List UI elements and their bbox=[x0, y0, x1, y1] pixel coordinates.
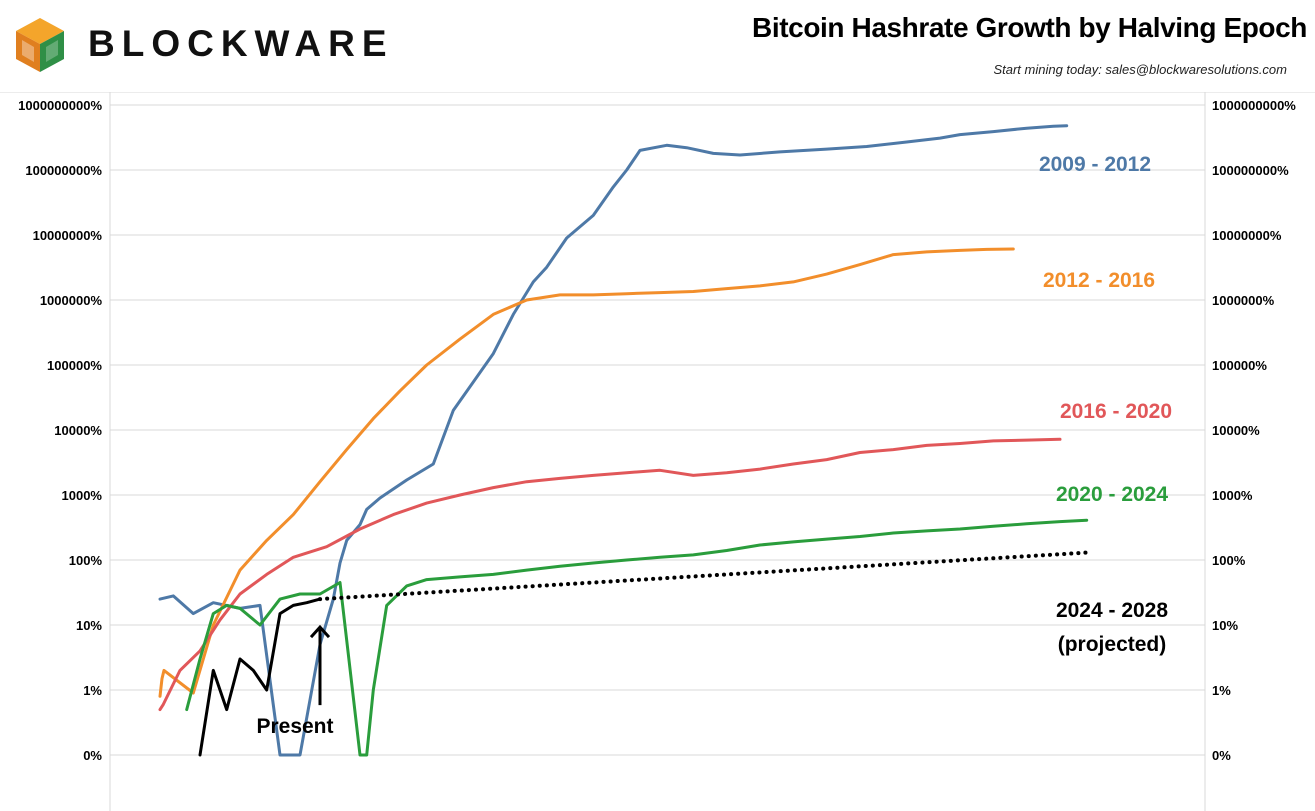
series-label: 2024 - 2028 bbox=[1056, 599, 1168, 622]
series-label: 2016 - 2020 bbox=[1060, 400, 1172, 423]
left-tick-label: 1% bbox=[83, 683, 102, 698]
chart-title: Bitcoin Hashrate Growth by Halving Epoch bbox=[752, 12, 1307, 43]
annotations: Present bbox=[256, 624, 334, 738]
series-line-2020-2024 bbox=[185, 518, 1089, 757]
series-label: 2012 - 2016 bbox=[1043, 269, 1155, 292]
right-tick-label: 100000000% bbox=[1212, 163, 1289, 178]
left-tick-label: 10% bbox=[76, 618, 102, 633]
right-tick-label: 1000% bbox=[1212, 488, 1253, 503]
right-tick-label: 1% bbox=[1212, 683, 1231, 698]
left-tick-label: 100% bbox=[69, 553, 103, 568]
right-tick-label: 1000000% bbox=[1212, 293, 1275, 308]
left-tick-label: 100000000% bbox=[25, 163, 102, 178]
series-line-2024-2028 bbox=[198, 597, 322, 757]
chart-subtitle: Start mining today: sales@blockwaresolut… bbox=[993, 62, 1287, 77]
series-line-2009-2012 bbox=[158, 124, 1069, 757]
chart-header: BLOCKWARE Bitcoin Hashrate Growth by Hal… bbox=[0, 0, 1315, 92]
right-axis-ticks: 0% 1% 10% 100% 1000% 10000% 100000% 1000000% 100… bbox=[1212, 98, 1296, 763]
brand-name: BLOCKWARE bbox=[88, 23, 394, 64]
left-axis-ticks: 0% 1% 10% 100% 1000% 10000% 100000% 1000000% 100… bbox=[18, 98, 102, 763]
left-tick-label: 10000% bbox=[54, 423, 102, 438]
right-tick-label: 10000% bbox=[1212, 423, 1260, 438]
series-label-secondary: (projected) bbox=[1058, 633, 1167, 656]
series-line-2012-2016 bbox=[158, 247, 1015, 698]
left-tick-label: 1000000% bbox=[40, 293, 103, 308]
present-arrow-head bbox=[309, 624, 331, 639]
present-annotation: Present bbox=[256, 715, 333, 738]
right-tick-label: 10000000% bbox=[1212, 228, 1282, 243]
series-labels: 2009 - 2012 2012 - 2016 2016 - 2020 2020 - … bbox=[1039, 153, 1172, 656]
right-tick-label: 100% bbox=[1212, 553, 1246, 568]
gridlines bbox=[0, 92, 1315, 811]
series-lines bbox=[158, 124, 1089, 757]
hashrate-chart: 0% 1% 10% 100% 1000% 10000% 100000% 1000000% 100… bbox=[0, 92, 1315, 811]
right-tick-label: 0% bbox=[1212, 748, 1231, 763]
left-tick-label: 1000000000% bbox=[18, 98, 102, 113]
left-tick-label: 0% bbox=[83, 748, 102, 763]
right-tick-label: 100000% bbox=[1212, 358, 1267, 373]
series-label: 2009 - 2012 bbox=[1039, 153, 1151, 176]
blockware-cube-logo-icon bbox=[16, 18, 64, 72]
left-tick-label: 100000% bbox=[47, 358, 102, 373]
right-tick-label: 1000000000% bbox=[1212, 98, 1296, 113]
series-line-2024-2028-projected bbox=[318, 550, 1089, 602]
series-line-2016-2020 bbox=[158, 437, 1062, 712]
left-tick-label: 10000000% bbox=[33, 228, 103, 243]
right-tick-label: 10% bbox=[1212, 618, 1238, 633]
left-tick-label: 1000% bbox=[62, 488, 103, 503]
series-label: 2020 - 2024 bbox=[1056, 483, 1168, 506]
